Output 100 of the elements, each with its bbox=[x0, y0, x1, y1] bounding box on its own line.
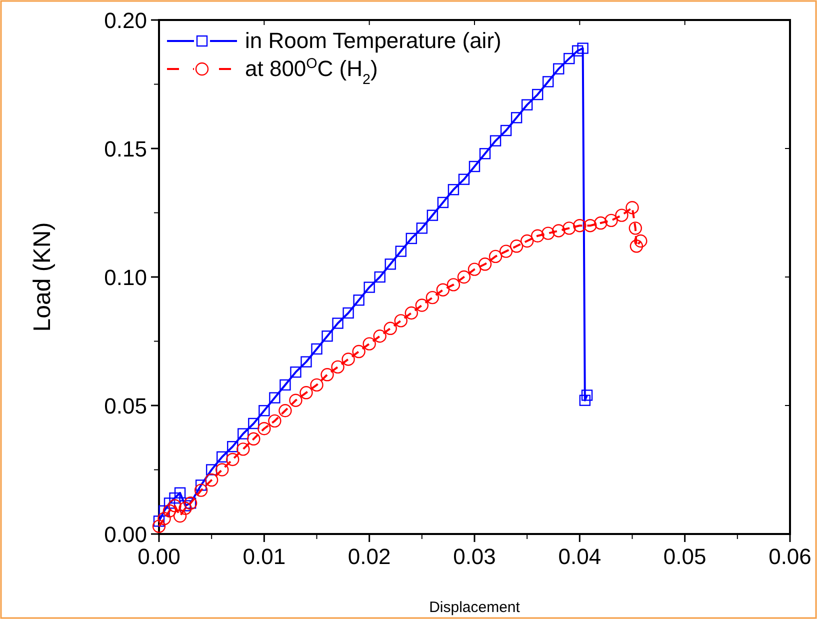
point bbox=[247, 432, 260, 446]
point bbox=[227, 441, 238, 452]
point bbox=[226, 452, 240, 466]
point bbox=[394, 314, 408, 328]
x-tick-label: 0.00 bbox=[138, 544, 180, 569]
point bbox=[311, 343, 322, 355]
point bbox=[458, 174, 470, 185]
point bbox=[373, 330, 386, 343]
point bbox=[322, 330, 333, 342]
y-tick-label: 0.00 bbox=[104, 522, 147, 547]
point bbox=[169, 492, 180, 504]
point bbox=[488, 250, 502, 264]
point bbox=[615, 208, 628, 222]
point bbox=[499, 244, 513, 258]
point bbox=[500, 124, 512, 136]
point bbox=[562, 222, 576, 235]
x-tick-label: 0.06 bbox=[768, 544, 812, 569]
y-axis-title: Load (KN) bbox=[29, 222, 56, 332]
point bbox=[168, 499, 182, 512]
point bbox=[416, 222, 428, 234]
point bbox=[552, 224, 566, 238]
point bbox=[342, 307, 354, 319]
point bbox=[521, 99, 533, 110]
y-tick-label: 0.05 bbox=[104, 394, 147, 418]
y-tick-label: 0.10 bbox=[104, 265, 147, 290]
point bbox=[446, 278, 460, 292]
point bbox=[542, 226, 555, 240]
point bbox=[352, 344, 366, 358]
point bbox=[374, 271, 386, 283]
point bbox=[415, 298, 429, 312]
point bbox=[248, 418, 260, 430]
x-tick-label: 0.03 bbox=[453, 544, 496, 569]
point bbox=[604, 214, 618, 228]
point bbox=[478, 258, 492, 271]
point bbox=[436, 283, 450, 296]
point bbox=[634, 234, 648, 248]
x-tick-label: 0.04 bbox=[558, 544, 602, 569]
point bbox=[594, 216, 608, 230]
point bbox=[216, 463, 229, 476]
point bbox=[158, 512, 171, 526]
point bbox=[174, 487, 186, 498]
point bbox=[300, 356, 312, 368]
point bbox=[448, 184, 460, 196]
point bbox=[153, 516, 165, 527]
point bbox=[572, 45, 584, 56]
point bbox=[630, 240, 644, 253]
point bbox=[268, 414, 282, 428]
legend-label: in Room Temperature (air) bbox=[245, 28, 502, 53]
point bbox=[216, 451, 228, 462]
x-tick-label: 0.05 bbox=[663, 544, 706, 569]
point bbox=[258, 422, 271, 436]
point bbox=[479, 148, 491, 160]
point bbox=[404, 306, 418, 320]
point bbox=[310, 378, 324, 392]
point bbox=[437, 196, 449, 208]
point bbox=[384, 322, 397, 335]
legend-label: at 800$^{O}$C (H$_{2}$) bbox=[245, 56, 378, 88]
point bbox=[164, 498, 176, 509]
point bbox=[236, 442, 250, 456]
point bbox=[395, 246, 406, 257]
point bbox=[532, 88, 544, 100]
point bbox=[162, 504, 176, 518]
point bbox=[300, 386, 313, 400]
x-tick-label: 0.02 bbox=[348, 544, 391, 569]
point bbox=[490, 135, 502, 146]
point bbox=[426, 290, 440, 304]
point bbox=[584, 219, 597, 232]
point bbox=[581, 390, 593, 401]
point bbox=[258, 405, 270, 416]
point bbox=[531, 229, 544, 242]
point bbox=[628, 222, 642, 235]
point bbox=[364, 282, 375, 293]
point bbox=[290, 366, 302, 378]
point bbox=[332, 318, 344, 329]
point bbox=[194, 484, 208, 497]
point bbox=[457, 270, 471, 284]
point bbox=[320, 368, 334, 382]
point bbox=[468, 262, 482, 276]
y-tick-label: 0.15 bbox=[104, 136, 147, 162]
point bbox=[331, 360, 344, 374]
point bbox=[178, 502, 192, 515]
point bbox=[289, 394, 302, 407]
point bbox=[195, 480, 207, 491]
point bbox=[426, 210, 438, 221]
point bbox=[468, 160, 480, 172]
point bbox=[204, 473, 218, 487]
point bbox=[626, 201, 639, 214]
y-tick-label: 0.20 bbox=[104, 8, 147, 33]
point bbox=[577, 42, 588, 54]
point bbox=[362, 337, 376, 350]
point bbox=[553, 63, 564, 74]
point bbox=[510, 240, 524, 253]
point bbox=[510, 112, 522, 124]
point bbox=[384, 258, 396, 270]
point bbox=[579, 394, 591, 406]
point bbox=[206, 464, 218, 476]
point bbox=[564, 52, 575, 64]
point bbox=[542, 76, 554, 88]
point bbox=[406, 232, 417, 244]
point bbox=[520, 234, 534, 248]
